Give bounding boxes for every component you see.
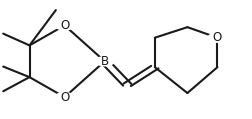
Text: O: O bbox=[60, 91, 69, 104]
Circle shape bbox=[55, 21, 74, 30]
Text: O: O bbox=[60, 19, 69, 32]
Circle shape bbox=[95, 57, 114, 66]
Circle shape bbox=[55, 93, 74, 102]
Text: B: B bbox=[101, 55, 109, 68]
Text: O: O bbox=[213, 31, 222, 44]
Circle shape bbox=[208, 33, 227, 42]
